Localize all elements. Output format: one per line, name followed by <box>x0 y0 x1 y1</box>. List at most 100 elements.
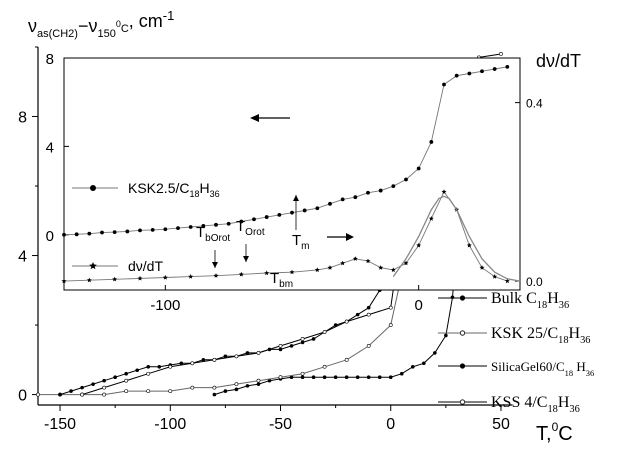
main-series-point-1 <box>212 385 217 390</box>
legend-label-sub: 18 <box>547 404 557 415</box>
inset-series-point-0 <box>214 222 218 227</box>
legend-label-2: SilicaGel60/C18 H36 <box>491 359 594 378</box>
inset-series-point-0 <box>252 217 256 222</box>
inset-annotation-sub: Orot <box>245 227 265 238</box>
main-series-point-3 <box>212 357 217 362</box>
inset-annotation-arrowhead-1 <box>243 256 249 262</box>
main-xlabel: T,0C <box>536 420 573 445</box>
main-series-point-0 <box>388 375 393 379</box>
main-x-tick-label: 50 <box>492 416 510 433</box>
inset-series-point-0 <box>138 228 142 233</box>
inset-series-point-0 <box>226 221 231 226</box>
inset-series-point-0 <box>404 177 408 182</box>
inset-series-point-0 <box>201 224 206 228</box>
main-series-point-0 <box>333 375 338 379</box>
inset-series-line-0 <box>63 66 508 236</box>
main-series-point-3 <box>80 392 84 397</box>
inset-series-point-1 <box>188 274 194 279</box>
main-y-tick-label: 0 <box>18 388 27 405</box>
inset-series-point-1 <box>466 242 472 248</box>
main-y-tick-label: 8 <box>18 110 27 127</box>
main-series-point-2 <box>223 354 228 359</box>
legend-marker-3 <box>459 399 466 405</box>
inset-right-axis-label: dν/dT <box>536 51 581 71</box>
legend-label-sub: 18 <box>565 368 573 378</box>
main-series-point-1 <box>124 389 129 393</box>
inset-series-point-1 <box>327 265 333 270</box>
main-series-point-3 <box>190 361 195 366</box>
legend-label-3: KSS 4/C18H36 <box>491 394 580 415</box>
inset-annotation-arrowhead-3 <box>293 195 299 201</box>
main-series-point-3 <box>146 371 151 376</box>
main-series-point-3 <box>366 312 371 317</box>
inset-series-point-1 <box>213 273 219 278</box>
inset-annotation-sub: bOrot <box>205 233 230 244</box>
main-series-point-2 <box>69 389 73 393</box>
inset-series-point-0 <box>239 219 244 224</box>
inset-legend-label-sub: 18 <box>189 189 199 199</box>
main-series-point-1 <box>234 382 239 387</box>
main-series-point-2 <box>58 392 62 397</box>
main-series-point-2 <box>179 361 184 366</box>
inset-series-point-0 <box>302 208 307 213</box>
main-series-point-0 <box>223 389 228 393</box>
main-series-point-1 <box>278 375 283 380</box>
main-series-point-0 <box>344 375 349 379</box>
main-x-tick-label: -50 <box>269 416 292 433</box>
main-series-point-2 <box>278 347 283 352</box>
inset-series-point-0 <box>125 229 130 234</box>
inset-series-point-0 <box>315 206 320 211</box>
legend-label-0: Bulk C18H36 <box>491 290 569 311</box>
inset-annotation-main: T <box>236 218 245 235</box>
inset-annotation-2: Tbm <box>270 270 293 290</box>
inset-series-point-1 <box>340 260 346 266</box>
inset-series-point-0 <box>87 231 92 236</box>
main-series-point-0 <box>311 375 316 379</box>
main-series-point-3 <box>124 378 129 383</box>
inset-right-tick-label: 0.4 <box>526 97 543 111</box>
inset-series-point-0 <box>150 228 155 232</box>
main-series-point-1 <box>146 389 151 393</box>
inset-series-point-0 <box>328 201 332 206</box>
main-series-point-1 <box>36 392 40 397</box>
main-series-point-3 <box>322 330 327 334</box>
inset-legend-label-h: H <box>200 180 210 196</box>
main-series-point-2 <box>366 305 371 310</box>
inset-legend-marker-1 <box>89 262 97 270</box>
inset-series-point-0 <box>391 184 396 189</box>
inset-series-point-1 <box>137 275 143 281</box>
inset-series-point-1 <box>289 269 295 275</box>
main-series-point-0 <box>212 392 217 397</box>
main-series-point-0 <box>256 382 261 386</box>
inset-legend-marker-0 <box>90 185 96 191</box>
inset-legend-label-main: KSK2.5/C <box>128 180 189 196</box>
inset-series-point-0 <box>340 197 345 202</box>
legend-label-h: H <box>558 394 570 411</box>
main-series-point-2 <box>245 351 250 355</box>
main-series-point-2 <box>102 378 106 383</box>
main-series-point-0 <box>399 371 404 376</box>
inset-series-point-0 <box>442 82 446 87</box>
inset-series-point-1 <box>441 189 447 194</box>
main-series-point-0 <box>377 375 382 379</box>
main-series-point-0 <box>300 375 305 379</box>
inset-series-point-1 <box>314 267 320 272</box>
legend-label-sub2: 36 <box>586 368 594 378</box>
legend-label-main: SilicaGel60/C <box>491 359 565 374</box>
main-series-point-2 <box>80 385 84 390</box>
main-series-point-3 <box>234 354 239 359</box>
inset-annotation-sub: m <box>301 241 309 252</box>
main-series-point-1 <box>190 385 195 390</box>
inset-series-point-0 <box>163 227 168 232</box>
legend-label-main: KSK 25/C <box>491 325 558 342</box>
main-series-point-2 <box>201 358 206 362</box>
main-series-point-0 <box>422 361 426 366</box>
legend-label-sub2: 36 <box>580 335 590 346</box>
main-series-point-3 <box>388 305 393 310</box>
main-series-point-0 <box>245 384 250 388</box>
inset-series-point-0 <box>74 232 79 237</box>
inset-series-point-1 <box>238 271 244 277</box>
inset-right-tick-label: 0.0 <box>526 275 543 289</box>
inset-annotation-1: TOrot <box>236 218 265 238</box>
